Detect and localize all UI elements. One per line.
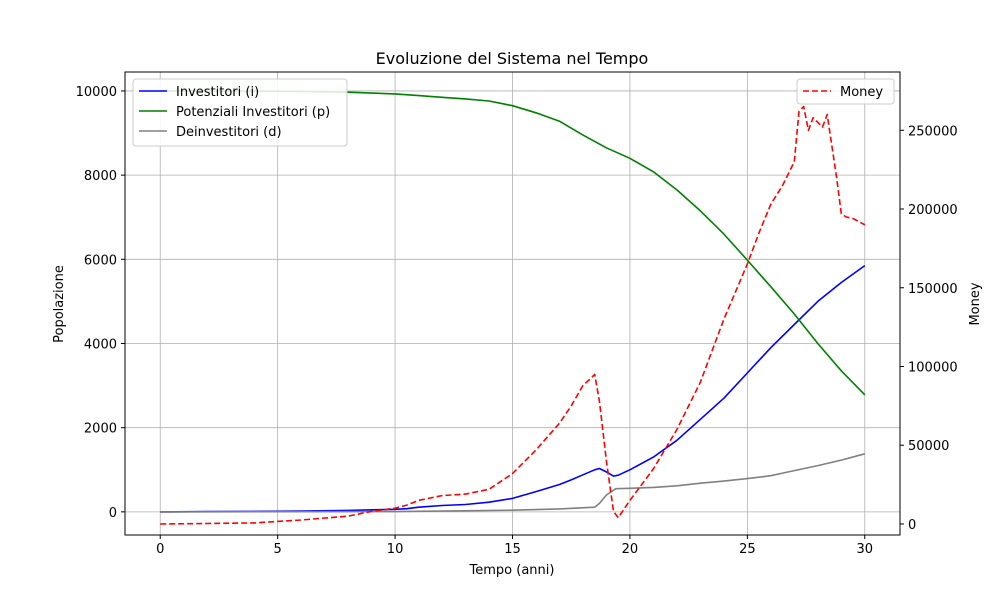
x-axis-label: Tempo (anni): [469, 563, 555, 578]
series-layer: [160, 90, 866, 525]
series-line-potenziali-investitori-p: [160, 90, 866, 396]
ticks: 0 5 10 15 20 25 300200040006000800010000050000…: [76, 85, 958, 557]
y2-tick-label: 250000: [908, 124, 958, 139]
legend-left: Investitori (i) Potenziali Investitori (p…: [132, 78, 348, 147]
series-line-money: [160, 105, 866, 525]
x-tick-label: 20: [622, 542, 639, 557]
y-tick-label: 4000: [84, 337, 117, 352]
x-tick-label: 10: [387, 542, 404, 557]
y-tick-label: 6000: [84, 253, 117, 268]
legend-right: Money: [796, 78, 895, 105]
x-tick-label: 0: [156, 542, 164, 557]
legend-label-money: Money: [840, 85, 883, 100]
x-tick-label: 30: [856, 542, 873, 557]
x-tick-label: 15: [504, 542, 521, 557]
y-tick-label: 8000: [84, 169, 117, 184]
y-tick-label: 10000: [76, 85, 117, 100]
legend-label-deinvestitori-d: Deinvestitori (d): [176, 125, 282, 140]
y2-tick-label: 0: [908, 518, 916, 533]
y-tick-label: 2000: [84, 422, 117, 437]
y-tick-label: 0: [109, 506, 117, 521]
legend-label-potenziali-investitori-p: Potenziali Investitori (p): [176, 105, 330, 120]
x-tick-label: 25: [739, 542, 756, 557]
y2-tick-label: 150000: [908, 282, 958, 297]
legend-label-investitori-i: Investitori (i): [176, 85, 259, 100]
y-axis-label: Popolazione: [52, 265, 67, 343]
x-tick-label: 5: [274, 542, 282, 557]
y2-tick-label: 100000: [908, 360, 958, 375]
series-line-deinvestitori-d: [160, 453, 866, 513]
y2-axis-label: Money: [968, 282, 983, 325]
y2-tick-label: 50000: [908, 439, 949, 454]
y2-tick-label: 200000: [908, 203, 958, 218]
series-line-investitori-i: [160, 264, 866, 513]
chart-title: Evoluzione del Sistema nel Tempo: [376, 49, 649, 68]
